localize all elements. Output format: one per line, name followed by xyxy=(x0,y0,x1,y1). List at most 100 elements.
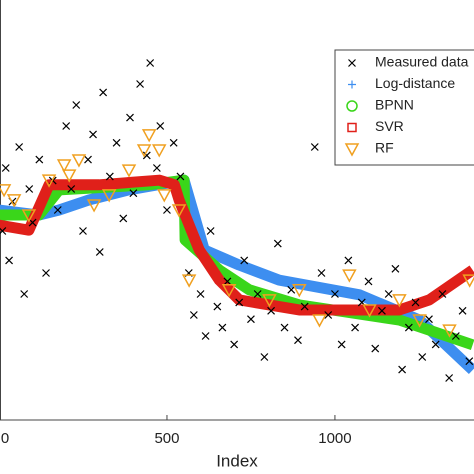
data-point xyxy=(310,143,319,151)
data-point xyxy=(465,357,474,366)
legend: Measured data Log-distance BPNN SVR RF xyxy=(334,49,474,166)
data-point xyxy=(235,298,244,307)
data-point xyxy=(157,189,172,203)
data-point xyxy=(105,172,114,181)
data-point xyxy=(442,324,457,338)
data-point xyxy=(344,256,353,265)
x-tick-label: 0 xyxy=(1,430,9,447)
data-point xyxy=(136,80,145,88)
data-point xyxy=(451,332,460,340)
data-point xyxy=(331,290,339,298)
data-point xyxy=(42,269,50,277)
data-point xyxy=(163,206,171,214)
data-point xyxy=(317,269,326,277)
data-point xyxy=(171,204,187,218)
data-point xyxy=(136,144,152,158)
legend-label: RF xyxy=(375,140,394,156)
data-point xyxy=(181,274,197,288)
legend-label: BPNN xyxy=(375,97,414,113)
data-point xyxy=(176,172,185,181)
data-point xyxy=(364,277,373,286)
data-point xyxy=(112,138,121,147)
data-point xyxy=(41,174,57,188)
data-point xyxy=(458,306,467,315)
legend-marker xyxy=(348,80,356,89)
data-point xyxy=(292,284,307,298)
data-point xyxy=(142,151,151,160)
data-point xyxy=(119,214,128,223)
data-point xyxy=(384,290,393,298)
data-point xyxy=(79,227,87,235)
data-point xyxy=(267,306,276,315)
data-point xyxy=(151,144,167,158)
data-point xyxy=(392,294,407,308)
data-point xyxy=(300,302,309,311)
data-point xyxy=(86,199,102,213)
data-point xyxy=(0,227,7,235)
data-point xyxy=(129,189,138,198)
data-point xyxy=(121,164,137,178)
data-point xyxy=(126,113,134,122)
data-point xyxy=(280,323,289,332)
data-point xyxy=(62,122,71,130)
data-point xyxy=(294,336,302,345)
data-point xyxy=(84,155,92,164)
data-point xyxy=(196,290,205,298)
x-tick-label: 500 xyxy=(154,430,179,447)
data-point xyxy=(371,344,380,353)
data-point xyxy=(56,159,72,173)
data-point xyxy=(411,298,420,307)
legend-box xyxy=(334,49,474,166)
data-point xyxy=(1,164,10,172)
data-point xyxy=(72,101,81,109)
data-point xyxy=(218,323,227,332)
data-point xyxy=(25,185,34,193)
data-point xyxy=(253,290,262,298)
legend-marker xyxy=(347,122,357,133)
data-point xyxy=(312,314,327,328)
data-point xyxy=(462,274,474,288)
data-point xyxy=(201,332,210,340)
data-point xyxy=(230,340,239,349)
data-point xyxy=(404,323,413,332)
data-point xyxy=(425,315,433,324)
data-point xyxy=(146,59,155,67)
x-axis-label: Index xyxy=(216,451,258,470)
data-point xyxy=(351,323,360,332)
data-point xyxy=(189,311,198,319)
data-point xyxy=(141,129,157,143)
data-point xyxy=(20,290,29,298)
data-point xyxy=(362,304,377,318)
series-line xyxy=(0,174,474,375)
data-point xyxy=(273,239,282,248)
data-point xyxy=(213,302,222,311)
data-point xyxy=(445,374,454,382)
data-point xyxy=(169,138,178,147)
data-point xyxy=(101,189,117,203)
data-point xyxy=(260,353,269,361)
data-point xyxy=(95,248,104,256)
data-point xyxy=(391,264,400,273)
legend-label: Measured data xyxy=(375,54,469,70)
data-point xyxy=(5,256,14,265)
data-point xyxy=(398,365,407,374)
data-point xyxy=(431,340,440,349)
data-point xyxy=(89,130,97,139)
data-point xyxy=(0,184,12,198)
data-point xyxy=(67,185,76,193)
data-point xyxy=(156,122,165,130)
legend-marker xyxy=(348,59,356,67)
legend-label: SVR xyxy=(375,118,404,134)
data-point xyxy=(412,314,427,328)
data-point xyxy=(324,311,333,319)
legend-label: Log-distance xyxy=(375,75,455,91)
x-tick-label: 1000 xyxy=(318,430,351,447)
data-point xyxy=(240,256,249,265)
data-point xyxy=(28,218,37,227)
data-point xyxy=(221,284,237,298)
data-point xyxy=(223,277,232,286)
data-point xyxy=(53,206,62,214)
data-point xyxy=(61,169,77,183)
data-point xyxy=(438,290,447,298)
